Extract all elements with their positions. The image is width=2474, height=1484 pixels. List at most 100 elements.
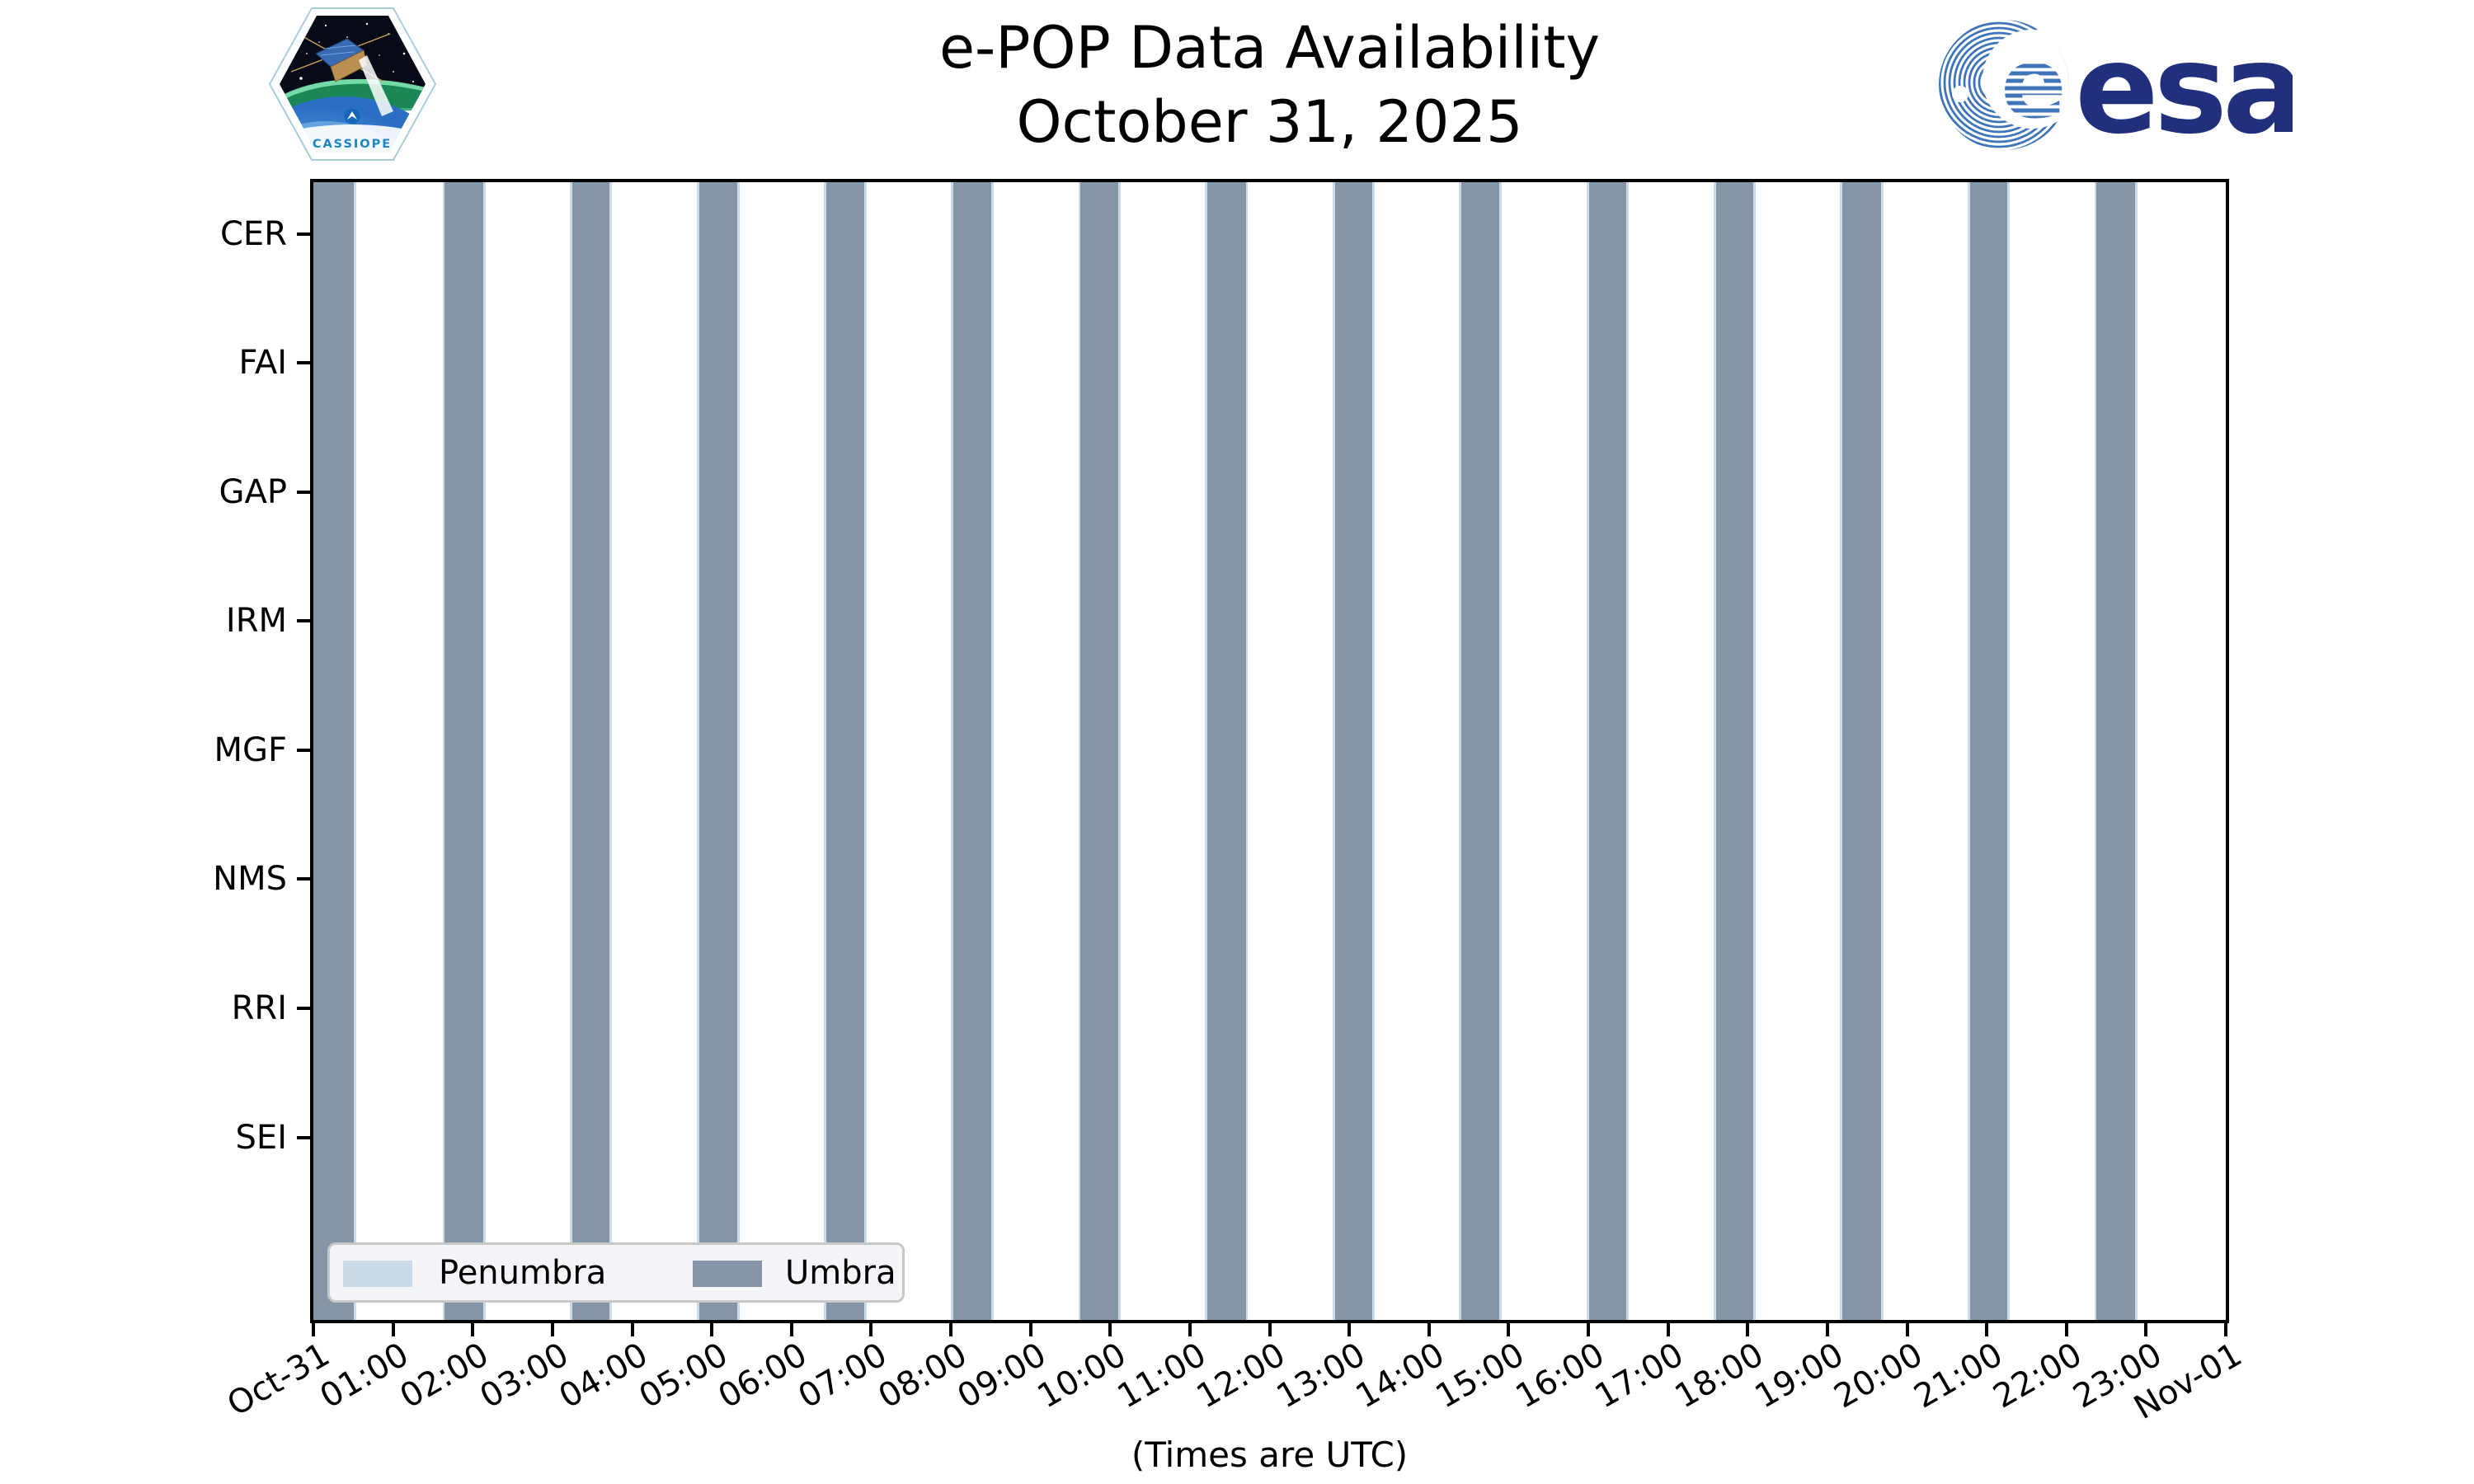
penumbra-strip [1459,182,1462,1320]
umbra-bar [313,182,355,1320]
x-tick [312,1323,315,1336]
umbra-bar [1207,182,1246,1320]
legend-label-penumbra: Penumbra [439,1253,607,1292]
umbra-bar [826,182,864,1320]
penumbra-strip [1626,182,1630,1320]
x-tick [1985,1323,1989,1336]
x-tick-label: 14:00 [1349,1336,1451,1416]
y-tick [297,619,310,623]
esa-globe-crescent [1982,30,2069,129]
esa-globe: e [1939,20,2069,150]
umbra-bar [1334,182,1373,1320]
x-tick-label: 07:00 [792,1336,894,1416]
esa-logo: e esa [1939,18,2293,152]
plot-inner [313,182,2226,1320]
legend: Penumbra Umbra [327,1242,905,1303]
x-tick-label: 19:00 [1748,1336,1850,1416]
x-tick [1666,1323,1670,1336]
x-tick-label: 15:00 [1429,1336,1531,1416]
penumbra-strip [1840,182,1843,1320]
penumbra-strip [1117,182,1121,1320]
y-tick-label: GAP [219,472,287,511]
x-tick [1427,1323,1431,1336]
x-tick-label: 11:00 [1111,1336,1212,1416]
penumbra-strip [2007,182,2011,1320]
x-tick-label: 13:00 [1270,1336,1372,1416]
cassiope-mission-patch: CASSIOPE [268,7,437,161]
penumbra-strip [1332,182,1335,1320]
y-tick [297,1135,310,1139]
penumbra-strip [1753,182,1756,1320]
cassiope-patch-label: CASSIOPE [313,138,392,151]
legend-label-umbra: Umbra [785,1253,896,1292]
chart-title-line1: e-POP Data Availability [938,14,1601,82]
x-tick [630,1323,634,1336]
x-tick-label: 12:00 [1190,1336,1292,1416]
x-tick [869,1323,873,1336]
x-tick [1507,1323,1511,1336]
umbra-bar [1842,182,1881,1320]
penumbra-strip [482,182,486,1320]
penumbra-strip [1498,182,1502,1320]
umbra-bar [1715,182,1753,1320]
x-tick [2224,1323,2227,1336]
penumbra-strip [951,182,953,1320]
patch-aurora-glow [280,78,426,101]
x-tick-label: 02:00 [393,1336,496,1416]
umbra-bar [1080,182,1118,1320]
umbra-bar [1461,182,1499,1320]
patch-csa-roundel [344,108,360,124]
y-tick [297,490,310,494]
x-tick-label: 09:00 [951,1336,1053,1416]
penumbra-strip [991,182,995,1320]
penumbra-strip [2094,182,2097,1320]
x-tick-label: 03:00 [473,1336,575,1416]
x-tick-label: 21:00 [1907,1336,2010,1416]
umbra-bar [572,182,610,1320]
umbra-bar [1969,182,2008,1320]
esa-globe-dot [1952,86,1968,102]
patch-beam [359,55,393,116]
penumbra-strip [1078,182,1081,1320]
x-tick-label: 08:00 [872,1336,973,1416]
x-tick [2064,1323,2068,1336]
y-tick-label: IRM [225,602,287,641]
x-tick [550,1323,554,1336]
x-tick-label: 18:00 [1668,1336,1771,1416]
umbra-bar [2096,182,2135,1320]
penumbra-strip [2134,182,2138,1320]
penumbra-strip [609,182,613,1320]
legend-swatch-umbra [693,1261,762,1287]
penumbra-strip [1587,182,1589,1320]
penumbra-strip [1372,182,1376,1320]
penumbra-strip [696,182,699,1320]
y-tick-label: MGF [214,730,287,769]
chart-title-line2: October 31, 2025 [1016,87,1523,156]
x-axis-caption: (Times are UTC) [1131,1435,1409,1475]
umbra-bar [952,182,992,1320]
x-tick-label: 20:00 [1827,1336,1930,1416]
penumbra-strip [824,182,827,1320]
y-tick [297,232,310,236]
penumbra-strip [1967,182,1970,1320]
x-tick-label: 06:00 [712,1336,814,1416]
penumbra-strip [442,182,445,1320]
umbra-bar [444,182,483,1320]
umbra-bar [698,182,738,1320]
penumbra-strip [1880,182,1884,1320]
x-tick [1188,1323,1192,1336]
esa-globe-e: e [2001,26,2067,140]
x-tick [1268,1323,1272,1336]
y-tick-label: RRI [231,989,287,1028]
penumbra-strip [863,182,867,1320]
y-tick [297,748,310,752]
penumbra-strip [570,182,573,1320]
x-tick [789,1323,793,1336]
x-tick [1825,1323,1829,1336]
x-tick-label: 16:00 [1509,1336,1611,1416]
x-tick [710,1323,714,1336]
y-tick-label: FAI [238,344,288,383]
x-tick [1348,1323,1352,1336]
y-tick-label: NMS [213,860,287,899]
x-tick [1108,1323,1112,1336]
